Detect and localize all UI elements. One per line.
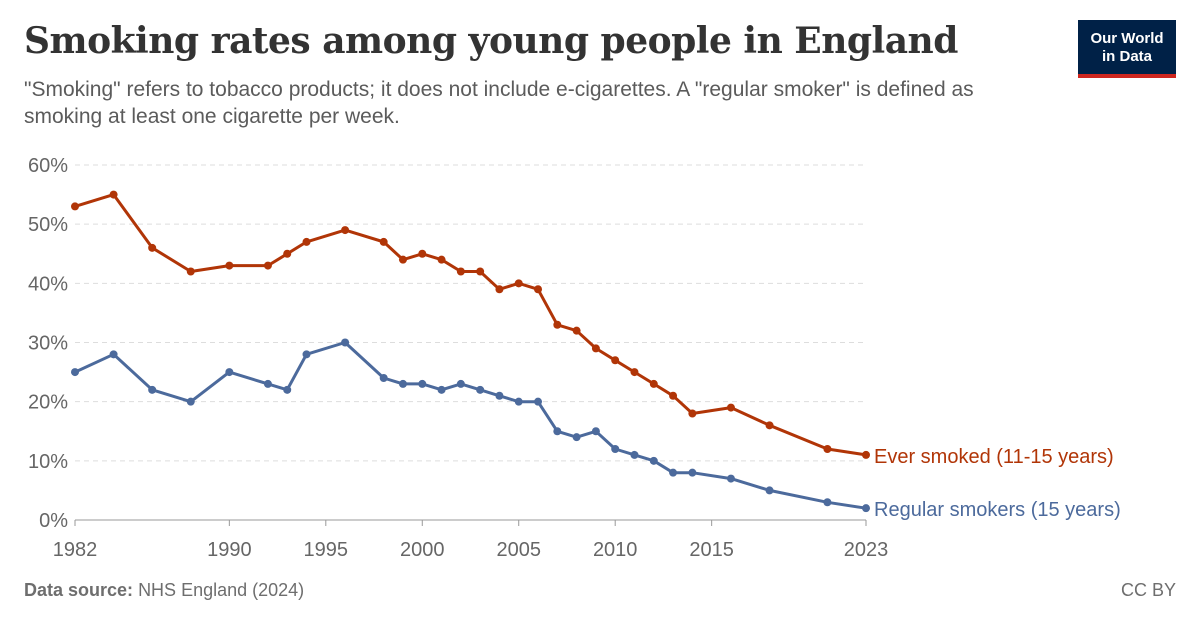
data-point <box>303 238 311 246</box>
data-point <box>71 368 79 376</box>
data-point <box>476 268 484 276</box>
data-point <box>688 410 696 418</box>
data-point <box>457 380 465 388</box>
y-tick-label: 40% <box>28 273 68 295</box>
series-line <box>75 343 866 509</box>
x-tick-label: 1995 <box>304 539 349 561</box>
y-tick-label: 30% <box>28 333 68 355</box>
license-link[interactable]: CC BY <box>1121 580 1176 601</box>
data-point <box>341 226 349 234</box>
x-tick-label: 2005 <box>496 539 541 561</box>
data-point <box>515 279 523 287</box>
data-point <box>553 427 561 435</box>
data-point <box>225 262 233 270</box>
data-point <box>476 386 484 394</box>
y-tick-label: 50% <box>28 214 68 236</box>
data-point <box>592 344 600 352</box>
data-point <box>534 285 542 293</box>
data-source-label: Data source: <box>24 580 133 600</box>
data-point <box>380 374 388 382</box>
data-point <box>650 380 658 388</box>
data-point <box>727 404 735 412</box>
x-tick-label: 1990 <box>207 539 252 561</box>
data-point <box>727 475 735 483</box>
data-point <box>553 321 561 329</box>
series-label: Ever smoked (11-15 years) <box>874 446 1114 468</box>
data-point <box>862 451 870 459</box>
data-point <box>399 380 407 388</box>
data-point <box>823 445 831 453</box>
data-point <box>573 327 581 335</box>
data-point <box>148 386 156 394</box>
x-tick-label: 2015 <box>689 539 734 561</box>
data-point <box>630 451 638 459</box>
data-point <box>148 244 156 252</box>
y-tick-label: 20% <box>28 392 68 414</box>
data-point <box>495 285 503 293</box>
data-point <box>110 191 118 199</box>
data-point <box>862 504 870 512</box>
data-point <box>438 256 446 264</box>
data-point <box>438 386 446 394</box>
data-point <box>264 380 272 388</box>
data-point <box>457 268 465 276</box>
y-tick-label: 60% <box>28 155 68 177</box>
data-point <box>303 350 311 358</box>
x-tick-label: 1982 <box>53 539 98 561</box>
data-point <box>611 445 619 453</box>
data-point <box>766 486 774 494</box>
data-source: Data source: NHS England (2024) <box>24 580 304 601</box>
data-point <box>669 469 677 477</box>
data-point <box>264 262 272 270</box>
y-tick-label: 0% <box>39 510 68 532</box>
data-point <box>688 469 696 477</box>
y-tick-label: 10% <box>28 451 68 473</box>
data-point <box>187 268 195 276</box>
data-point <box>515 398 523 406</box>
data-source-value[interactable]: NHS England (2024) <box>138 580 304 600</box>
data-point <box>766 421 774 429</box>
data-point <box>283 250 291 258</box>
data-point <box>187 398 195 406</box>
data-point <box>110 350 118 358</box>
data-point <box>573 433 581 441</box>
x-tick-label: 2023 <box>844 539 889 561</box>
data-point <box>418 250 426 258</box>
data-point <box>225 368 233 376</box>
data-point <box>399 256 407 264</box>
data-point <box>495 392 503 400</box>
data-point <box>823 498 831 506</box>
data-point <box>71 202 79 210</box>
data-point <box>650 457 658 465</box>
x-tick-label: 2010 <box>593 539 638 561</box>
data-point <box>380 238 388 246</box>
data-point <box>283 386 291 394</box>
x-tick-label: 2000 <box>400 539 445 561</box>
data-point <box>418 380 426 388</box>
data-point <box>592 427 600 435</box>
series-line <box>75 195 866 455</box>
data-point <box>611 356 619 364</box>
series-label: Regular smokers (15 years) <box>874 499 1121 521</box>
data-point <box>534 398 542 406</box>
data-point <box>341 339 349 347</box>
data-point <box>630 368 638 376</box>
data-point <box>669 392 677 400</box>
